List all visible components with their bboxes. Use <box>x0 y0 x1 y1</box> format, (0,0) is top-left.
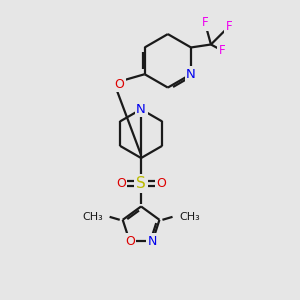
Text: N: N <box>186 68 196 81</box>
Text: O: O <box>114 77 124 91</box>
Text: CH₃: CH₃ <box>82 212 103 222</box>
Text: F: F <box>226 20 232 33</box>
Text: F: F <box>219 44 225 57</box>
Text: O: O <box>125 235 135 248</box>
Text: F: F <box>202 16 208 29</box>
Text: N: N <box>136 103 146 116</box>
Text: S: S <box>136 176 146 191</box>
Text: O: O <box>116 177 126 190</box>
Text: CH₃: CH₃ <box>179 212 200 222</box>
Text: N: N <box>148 235 157 248</box>
Text: O: O <box>156 177 166 190</box>
